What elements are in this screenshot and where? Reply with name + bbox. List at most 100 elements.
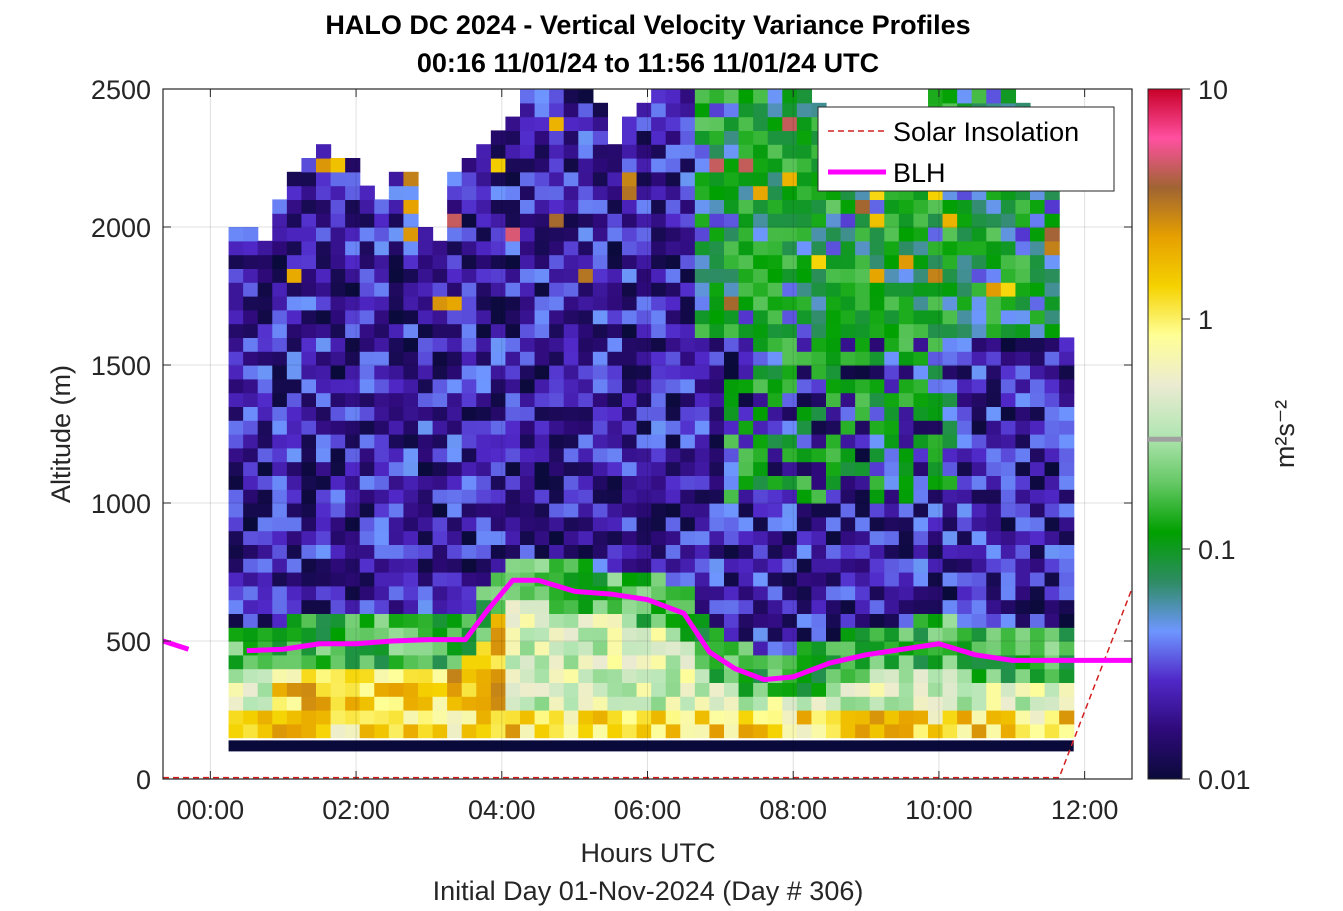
heatmap-cell	[272, 254, 288, 269]
heatmap-cell	[490, 309, 507, 325]
heatmap-cell	[476, 158, 492, 173]
heatmap-cell	[869, 420, 885, 435]
heatmap-cell	[928, 668, 944, 683]
heatmap-cell	[330, 682, 346, 697]
heatmap-cell	[374, 613, 390, 628]
heatmap-cell	[476, 185, 492, 200]
heatmap-cell	[942, 723, 958, 739]
heatmap-cell	[345, 654, 361, 670]
heatmap-cell	[796, 654, 813, 670]
heatmap-cell	[505, 696, 521, 711]
heatmap-cell	[622, 116, 638, 131]
heatmap-cell	[418, 447, 434, 463]
heatmap-cell	[869, 489, 885, 504]
heatmap-cell	[563, 323, 579, 338]
heatmap-cell	[388, 254, 405, 269]
heatmap-cell	[738, 309, 754, 325]
heatmap-cell	[1059, 696, 1075, 711]
heatmap-cell	[811, 682, 827, 697]
heatmap-cell	[549, 434, 565, 449]
heatmap-cell	[724, 323, 740, 338]
heatmap-cell	[257, 406, 273, 421]
heatmap-cell	[388, 406, 405, 421]
heatmap-cell	[607, 296, 623, 311]
y-tick-label: 500	[106, 627, 151, 657]
heatmap-cell	[316, 544, 332, 559]
heatmap-cell	[286, 544, 303, 559]
heatmap-cell	[607, 572, 623, 587]
heatmap-cell	[928, 654, 944, 670]
heatmap-cell	[607, 558, 623, 573]
heatmap-cell	[1015, 378, 1031, 394]
heatmap-cell	[1030, 282, 1046, 297]
heatmap-cell	[898, 613, 915, 628]
heatmap-cell	[272, 213, 288, 228]
heatmap-cell	[869, 544, 885, 559]
heatmap-cell	[767, 102, 783, 118]
heatmap-cell	[505, 309, 521, 325]
heatmap-cell	[490, 696, 507, 711]
heatmap-cell	[622, 268, 638, 283]
heatmap-cell	[578, 378, 594, 394]
heatmap-cell	[928, 392, 944, 407]
heatmap-cell	[1030, 558, 1046, 573]
heatmap-cell	[388, 447, 405, 463]
heatmap-cell	[709, 116, 725, 131]
heatmap-cell	[607, 309, 623, 325]
heatmap-cell	[301, 710, 317, 725]
heatmap-cell	[942, 475, 958, 490]
heatmap-cell	[505, 682, 521, 697]
heatmap-cell	[986, 392, 1002, 407]
heatmap-cell	[272, 434, 288, 449]
heatmap-cell	[928, 296, 944, 311]
heatmap-cell	[432, 572, 448, 587]
heatmap-cell	[243, 240, 259, 256]
heatmap-cell	[607, 406, 623, 421]
heatmap-cell	[257, 365, 273, 380]
heatmap-cell	[942, 240, 958, 256]
heatmap-cell	[622, 406, 638, 421]
heatmap-cell	[505, 475, 521, 490]
heatmap-cell	[913, 544, 929, 559]
heatmap-cell	[563, 572, 579, 587]
heatmap-cell	[855, 682, 871, 697]
heatmap-cell	[986, 406, 1002, 421]
heatmap-cell	[782, 268, 798, 283]
heatmap-cell	[447, 723, 463, 739]
heatmap-cell	[694, 378, 711, 394]
heatmap-cell	[971, 254, 987, 269]
heatmap-cell	[432, 420, 448, 435]
heatmap-cell	[738, 240, 754, 256]
heatmap-cell	[1000, 503, 1017, 518]
heatmap-cell	[753, 254, 769, 269]
heatmap-cell	[971, 558, 987, 573]
heatmap-cell	[549, 392, 565, 407]
heatmap-cell	[928, 516, 944, 532]
heatmap-cell	[811, 613, 827, 628]
heatmap-cell	[680, 254, 696, 269]
heatmap-cell	[738, 130, 754, 145]
heatmap-cell	[345, 613, 361, 628]
heatmap-cell	[505, 530, 521, 545]
heatmap-cell	[607, 378, 623, 394]
heatmap-cell	[388, 337, 405, 352]
heatmap-cell	[753, 268, 769, 283]
heatmap-cell	[651, 378, 667, 394]
heatmap-cell	[549, 337, 565, 352]
heatmap-cell	[549, 213, 565, 228]
heatmap-cell	[505, 158, 521, 173]
heatmap-cell	[403, 406, 419, 421]
heatmap-cell	[1000, 268, 1017, 283]
heatmap-cell	[301, 475, 317, 490]
heatmap-cell	[403, 171, 419, 187]
heatmap-cell	[840, 668, 856, 683]
heatmap-cell	[767, 654, 783, 670]
heatmap-cell	[651, 254, 667, 269]
heatmap-cell	[549, 447, 565, 463]
heatmap-cell	[330, 378, 346, 394]
heatmap-cell	[243, 489, 259, 504]
heatmap-cell	[257, 351, 273, 366]
heatmap-cell	[534, 447, 550, 463]
heatmap-cell	[272, 461, 288, 476]
heatmap-cell	[738, 406, 754, 421]
